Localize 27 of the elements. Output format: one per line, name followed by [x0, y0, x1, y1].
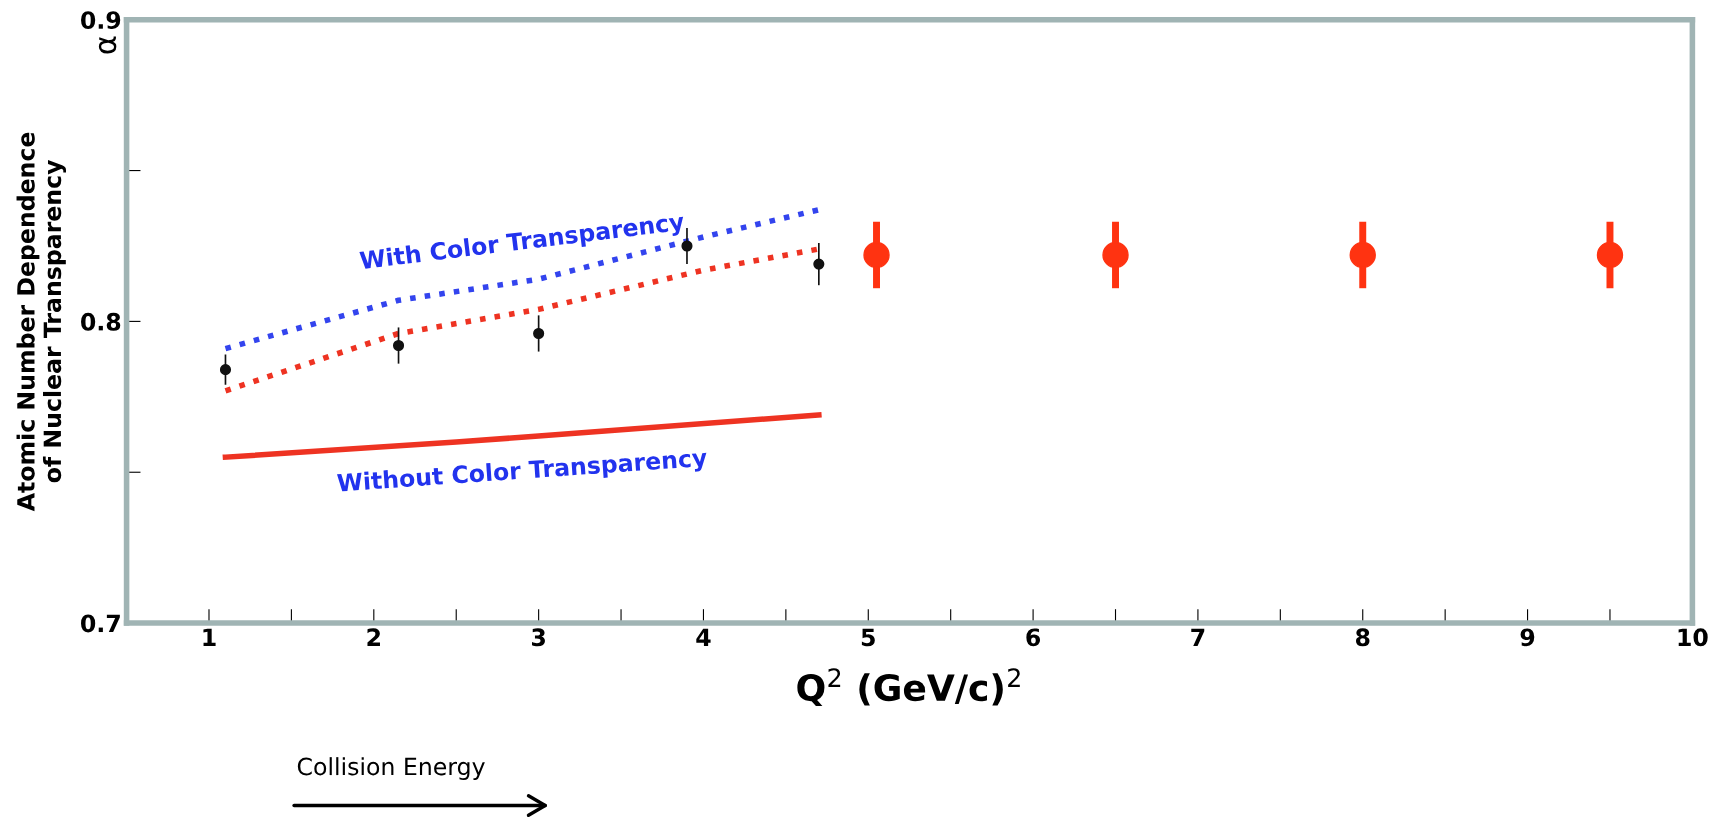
point	[1596, 241, 1624, 269]
text: Collision Energy	[297, 757, 485, 780]
y-axis-title: Atomic Number Dependence of Nuclear Transparency	[16, 132, 67, 512]
x-tick-label: 6	[1026, 628, 1041, 647]
x-axis-title: Q$^{2}$ (GeV/c)$^{2}$	[797, 668, 1020, 706]
point	[392, 339, 405, 352]
x-tick-label: 10	[1678, 628, 1708, 647]
y-tick-label: 0.7	[81, 614, 120, 633]
x-tick-label: 9	[1520, 628, 1535, 647]
point	[533, 327, 545, 340]
point	[813, 258, 825, 270]
point	[219, 364, 232, 376]
x-tick-label: 5	[861, 628, 875, 647]
point	[863, 241, 890, 269]
x-tick-label: 1	[203, 628, 216, 646]
y-tick-label: 0.9	[81, 11, 121, 30]
text: With Color Transparency	[359, 211, 686, 275]
point	[1102, 241, 1129, 269]
x-tick-label: 3	[532, 628, 545, 647]
x-tick-label: 8	[1355, 628, 1370, 647]
point	[1349, 241, 1376, 269]
text: α	[98, 36, 117, 54]
y-tick-label: 0.8	[81, 312, 121, 331]
series-label: Without Color Transparency	[336, 447, 708, 497]
x-tick-label: 2	[367, 628, 380, 646]
x-tick-label: 4	[696, 628, 711, 646]
x-tick-label: 7	[1191, 628, 1205, 646]
